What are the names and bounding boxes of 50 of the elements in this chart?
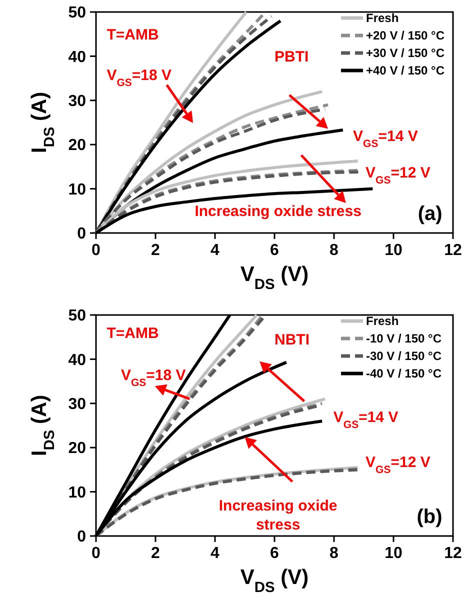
y-tick-label: 10 (68, 181, 86, 198)
annotation: PBTI (274, 48, 309, 66)
annotation: Increasing oxide stress (218, 497, 338, 534)
y-tick-label: 20 (68, 440, 86, 458)
y-tick-label: 40 (68, 352, 86, 369)
annotation: V$_{GS}$=14 V (353, 128, 418, 150)
annotation: T=AMB (106, 324, 159, 342)
y-tick-label: 30 (68, 396, 86, 413)
x-tick-label: 2 (151, 545, 160, 562)
x-tick-label: 0 (92, 545, 101, 562)
x-tick-label: 4 (210, 242, 220, 259)
legend-label: -30 V / 150 °C (366, 349, 442, 364)
legend-label: Fresh (366, 314, 399, 328)
x-axis-title: V$_{DS}$ (V) (240, 566, 309, 596)
y-tick-label: 50 (68, 308, 86, 325)
x-tick-label: 10 (384, 242, 402, 259)
y-tick-label: 20 (68, 137, 86, 154)
annotation: V$_{GS}$=12 V (366, 164, 430, 186)
x-tick-label: 8 (330, 242, 339, 259)
x-tick-label: 0 (92, 242, 101, 259)
legend-label: +20 V / 150 °C (366, 28, 445, 43)
annotation: Increasing oxide stress (194, 203, 362, 220)
annotation: V$_{GS}$=14 V (333, 408, 398, 431)
y-tick-label: 30 (68, 93, 86, 110)
x-axis-title: V$_{DS}$ (V) (240, 263, 309, 293)
y-tick-label: 50 (68, 4, 86, 22)
annotation: V$_{GS}$=12 V (366, 454, 430, 476)
y-tick-label: 0 (77, 528, 86, 546)
annotation: T=AMB (106, 26, 159, 44)
annotation: NBTI (274, 332, 310, 349)
y-tick-label: 10 (68, 484, 86, 502)
x-tick-label: 6 (270, 242, 280, 259)
legend-label: -10 V / 150 °C (366, 332, 442, 346)
annotation: (b) (416, 506, 442, 528)
x-tick-label: 8 (330, 545, 339, 562)
legend-label: +30 V / 150 °C (366, 46, 445, 60)
y-tick-label: 40 (68, 48, 86, 66)
x-tick-label: 6 (270, 545, 280, 562)
x-tick-label: 4 (210, 545, 220, 562)
annotation: V$_{GS}$=18 V (120, 366, 186, 389)
x-tick-label: 2 (151, 242, 160, 259)
legend-label: Fresh (366, 11, 399, 26)
annotation: V$_{GS}$=18 V (106, 67, 172, 90)
y-tick-label: 0 (77, 226, 86, 243)
x-tick-label: 10 (384, 545, 402, 562)
legend-label: -40 V / 150 °C (366, 366, 442, 381)
x-tick-label: 12 (444, 242, 462, 259)
x-tick-label: 12 (444, 545, 462, 562)
annotation: (a) (418, 203, 442, 226)
legend-label: +40 V / 150 °C (366, 64, 445, 78)
